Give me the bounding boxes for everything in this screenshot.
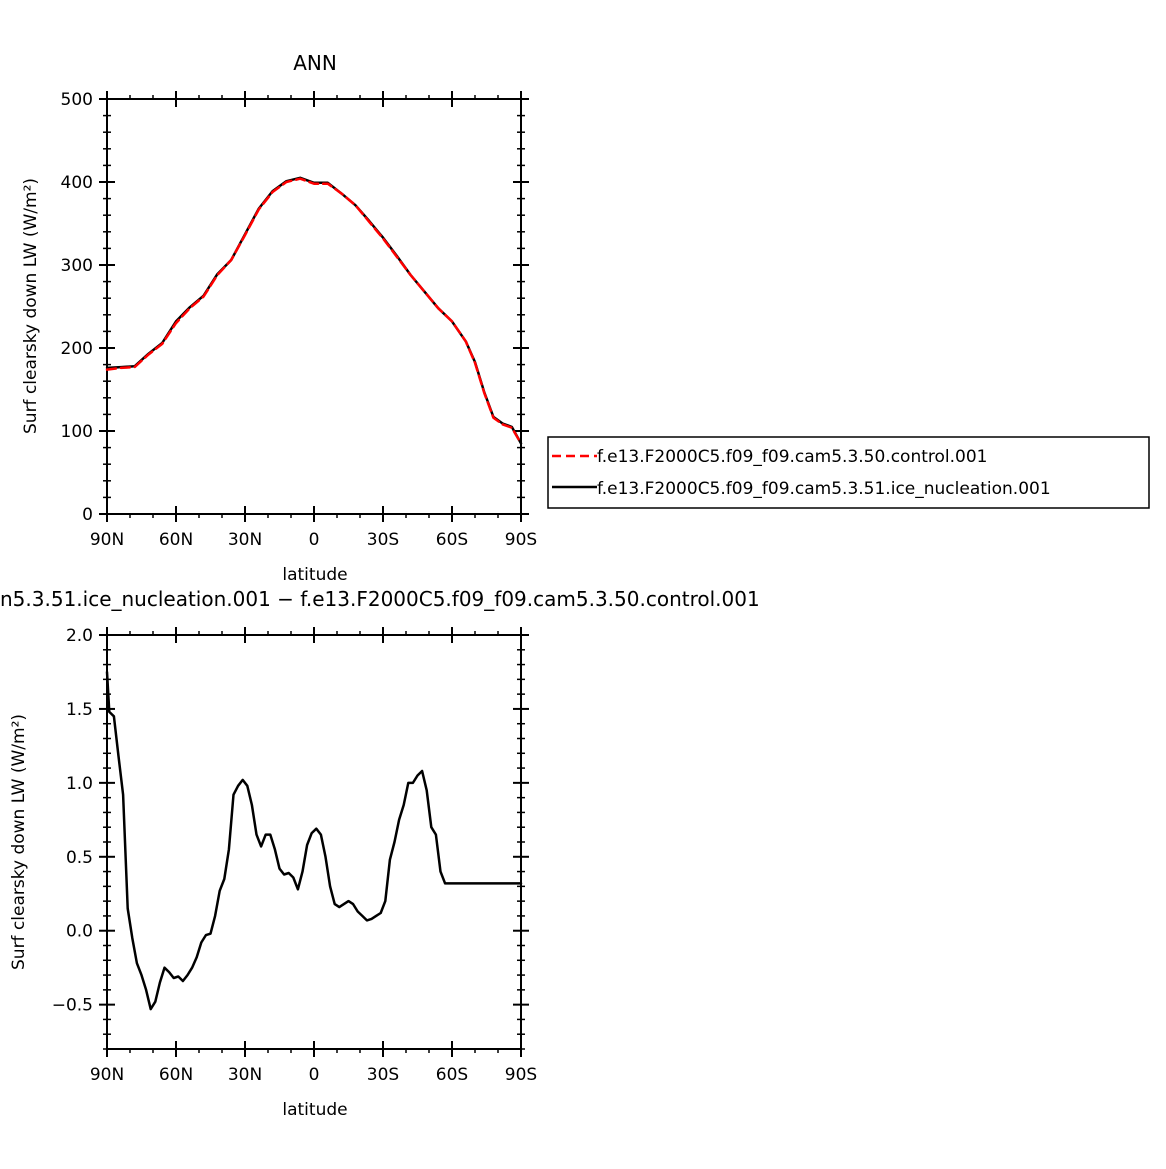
plot-frame [106,634,522,1050]
y-tick-label: 1.0 [66,774,93,794]
legend: f.e13.F2000C5.f09_f09.cam5.3.50.control.… [547,436,1150,509]
x-tick-label: 30S [367,530,399,550]
x-tick-label: 60S [436,530,468,550]
y-tick-label: −0.5 [52,996,93,1016]
x-tick-label: 30S [367,1065,399,1085]
top-chart-title: ANN [293,51,337,75]
y-tick-label: 1.5 [66,700,93,720]
series-line-1 [105,176,523,445]
bottom-chart-panel: n5.3.51.ice_nucleation.001 − f.e13.F2000… [0,587,760,1120]
y-tick-label: 200 [61,339,93,359]
bottom-chart-axes: 90N 60N 30N 0 30S 60S 90S −0.5 0.0 0.5 1.0 1.5 2.0 [52,626,538,1085]
bottom-chart-title: n5.3.51.ice_nucleation.001 − f.e13.F2000… [0,587,760,611]
top-chart-y-axis-label: Surf clearsky down LW (W/m²) [21,178,41,434]
series-line-0 [105,177,523,445]
top-chart-panel: ANN 90N 60N 30N 0 30S 60S 90S0100200300400500 … [21,51,537,585]
x-tick-label: 60S [436,1065,468,1085]
top-chart-x-axis-label: latitude [282,565,347,585]
x-tick-label: 0 [309,1065,320,1085]
bottom-chart-y-axis-label: Surf clearsky down LW (W/m²) [9,714,29,970]
top-chart-axes: 90N 60N 30N 0 30S 60S 90S 0 100 200 300 400 500 [61,90,538,550]
x-tick-label: 60N [159,1065,193,1085]
y-tick-label: 500 [61,90,93,110]
bottom-chart-x-axis-label: latitude [282,1100,347,1120]
top-chart-series [105,176,523,445]
y-tick-label: 100 [61,422,93,442]
x-tick-label: 60N [159,530,193,550]
x-tick-label: 30N [228,1065,262,1085]
y-tick-label: 0 [82,505,93,525]
x-tick-label: 90S [505,530,537,550]
legend-label-control: f.e13.F2000C5.f09_f09.cam5.3.50.control.… [597,447,988,467]
y-tick-label: 300 [61,256,93,276]
x-tick-label: 90S [505,1065,537,1085]
y-tick-label: 2.0 [66,626,93,646]
y-tick-label: 0.0 [66,922,93,942]
y-tick-label: 400 [61,173,93,193]
x-tick-label: 90N [90,530,124,550]
legend-box [547,436,1150,509]
x-tick-label: 90N [90,1065,124,1085]
x-tick-label: 30N [228,530,262,550]
bottom-chart-series [105,670,523,1011]
y-tick-label: 0.5 [66,848,93,868]
series-line-0 [105,670,523,1011]
x-tick-label: 0 [309,530,320,550]
plot-frame [106,98,522,515]
legend-label-ice-nucleation: f.e13.F2000C5.f09_f09.cam5.3.51.ice_nucl… [597,479,1051,499]
